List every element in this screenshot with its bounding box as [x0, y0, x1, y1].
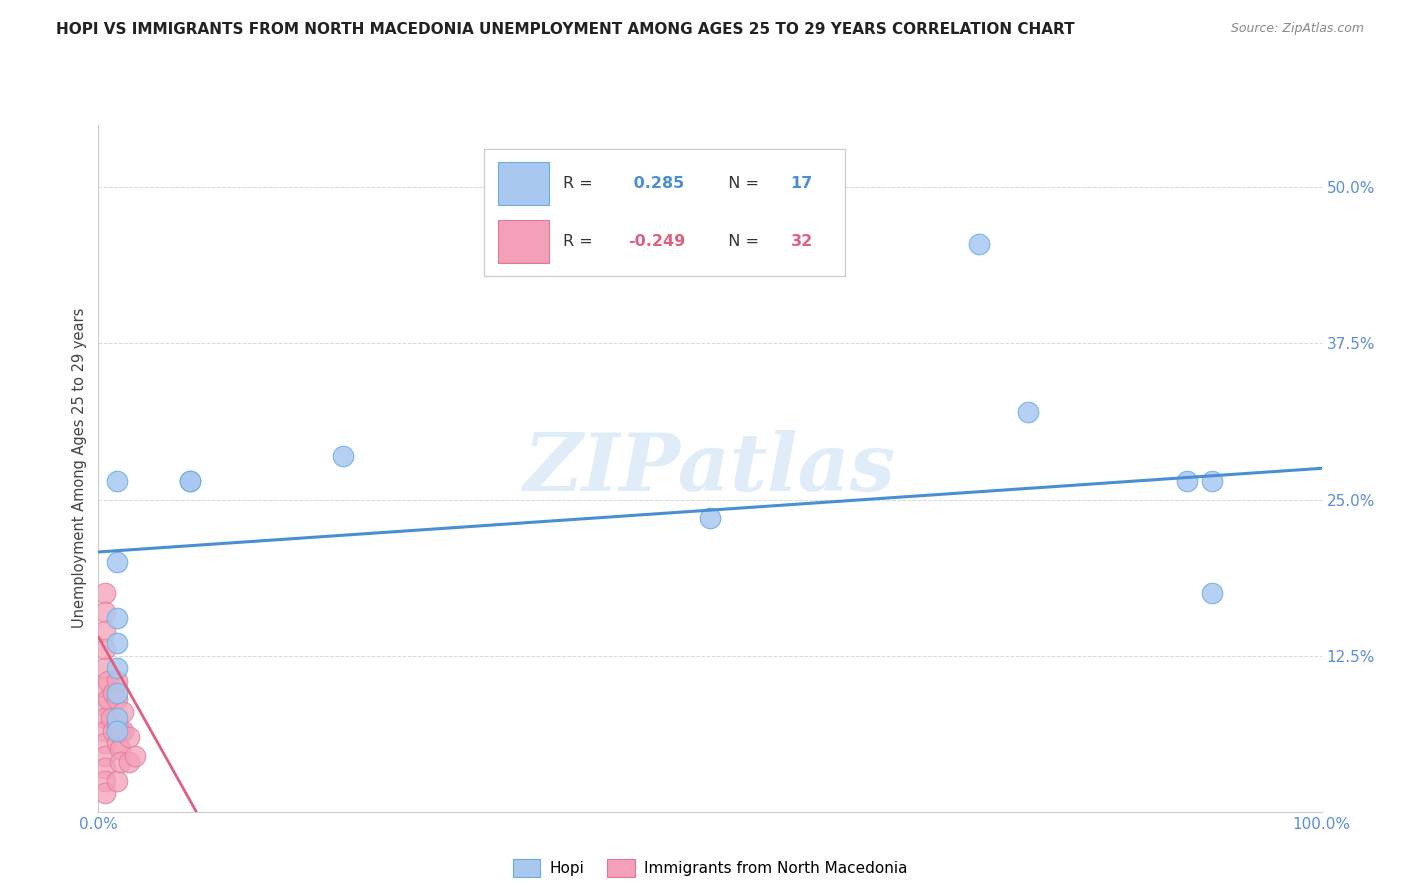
Point [100, 711, 122, 725]
Point [105, 474, 128, 488]
Point [97, 673, 120, 688]
Point [93, 661, 115, 675]
Point [110, 723, 132, 738]
Legend: Hopi, Immigrants from North Macedonia: Hopi, Immigrants from North Macedonia [506, 854, 914, 883]
Point [110, 742, 132, 756]
Point [118, 730, 141, 744]
Point [93, 586, 115, 600]
Point [93, 748, 115, 763]
Point [105, 673, 128, 688]
Point [1017, 405, 1039, 419]
Point [124, 748, 146, 763]
Point [93, 711, 115, 725]
Point [93, 723, 115, 738]
Point [105, 711, 128, 725]
Point [967, 236, 990, 251]
Point [93, 624, 115, 638]
Point [105, 686, 128, 700]
Point [110, 755, 132, 769]
Point [93, 761, 115, 775]
Point [105, 773, 128, 788]
Point [93, 698, 115, 713]
Point [105, 692, 128, 706]
Point [93, 605, 115, 619]
Point [1175, 474, 1198, 488]
Point [1201, 474, 1223, 488]
Point [105, 723, 128, 738]
Text: HOPI VS IMMIGRANTS FROM NORTH MACEDONIA UNEMPLOYMENT AMONG AGES 25 TO 29 YEARS C: HOPI VS IMMIGRANTS FROM NORTH MACEDONIA … [56, 22, 1074, 37]
Text: ZIPatlas: ZIPatlas [524, 430, 896, 507]
Point [332, 449, 354, 463]
Point [93, 773, 115, 788]
Point [97, 692, 120, 706]
Point [1201, 586, 1223, 600]
Point [111, 705, 134, 719]
Point [101, 686, 124, 700]
Point [111, 723, 134, 738]
Point [105, 717, 128, 731]
Point [93, 642, 115, 657]
Point [699, 511, 721, 525]
Point [105, 611, 128, 625]
Point [179, 474, 201, 488]
Point [105, 555, 128, 569]
Point [105, 636, 128, 650]
Point [105, 736, 128, 750]
Point [93, 736, 115, 750]
Point [118, 755, 141, 769]
Text: Source: ZipAtlas.com: Source: ZipAtlas.com [1230, 22, 1364, 36]
Point [101, 723, 124, 738]
Point [93, 680, 115, 694]
Point [179, 474, 201, 488]
Y-axis label: Unemployment Among Ages 25 to 29 years: Unemployment Among Ages 25 to 29 years [72, 308, 87, 629]
Point [93, 786, 115, 800]
Point [105, 661, 128, 675]
